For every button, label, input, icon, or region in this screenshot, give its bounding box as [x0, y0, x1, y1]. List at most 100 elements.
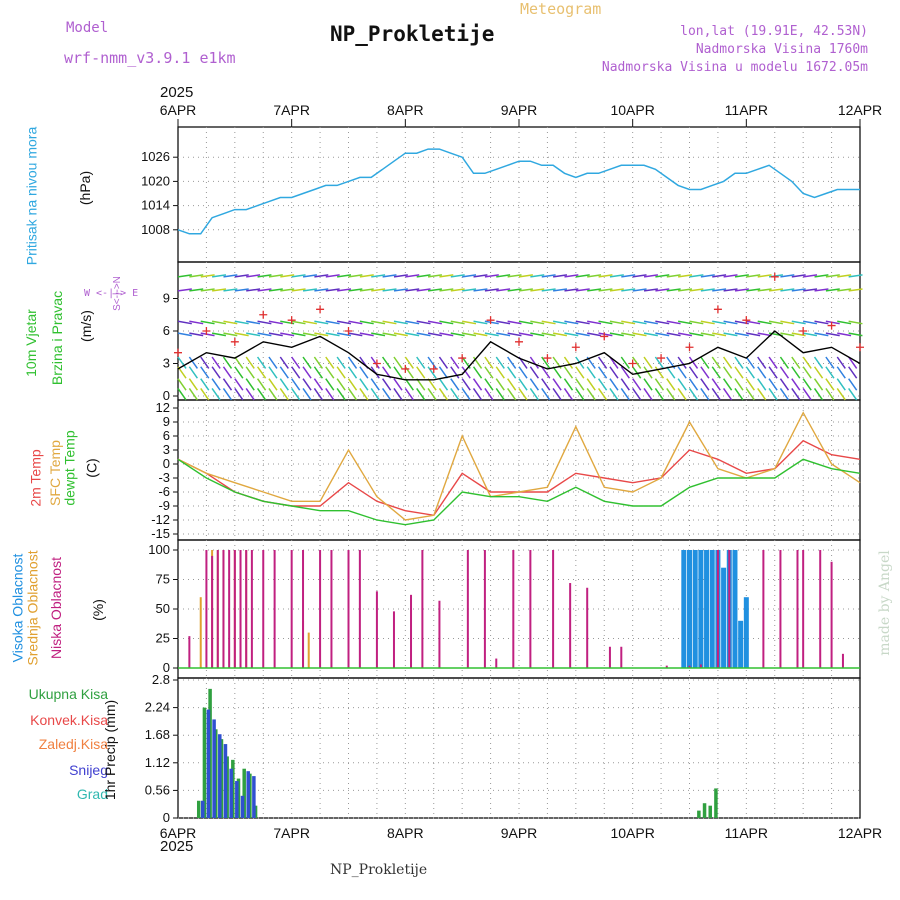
wind-barb [495, 387, 505, 401]
wind-barb [746, 332, 761, 337]
wind-barb [791, 288, 806, 292]
precip-bar [708, 805, 712, 818]
cloud-bar [375, 591, 378, 668]
wind-barb [313, 378, 324, 391]
cloud-bar [211, 555, 214, 668]
wind-barb [438, 387, 449, 401]
wind-barb [370, 356, 380, 369]
wind-barb [348, 320, 363, 325]
wind-barb [722, 366, 733, 379]
cloud-bar [529, 550, 532, 668]
wind-barb [188, 378, 199, 391]
cloud-bar [704, 550, 710, 668]
wind-barb [825, 387, 835, 401]
wind-barb [620, 366, 630, 379]
wind-barb [223, 320, 238, 325]
wind-barb [700, 378, 710, 391]
wind-barb [768, 288, 784, 292]
cloud-bar [273, 550, 276, 668]
wind-barb [438, 366, 449, 379]
wind-barb [450, 387, 460, 401]
wind-barb [530, 274, 545, 278]
wind-barb [427, 332, 442, 337]
wind-barb [472, 378, 483, 391]
cloud-bar [688, 665, 691, 668]
wind-barb [564, 320, 579, 325]
wind-barb [654, 378, 665, 391]
wind-barb [848, 366, 858, 379]
wind-barb [393, 366, 403, 379]
wind-barb [189, 274, 204, 278]
wind-barb [757, 387, 767, 401]
wind-barb [620, 387, 630, 401]
wind-barb [177, 274, 192, 278]
wind-barb [256, 378, 267, 391]
cloud-ytick-label: 75 [156, 572, 170, 587]
wind-barb [632, 378, 642, 391]
wind-barb [541, 332, 556, 337]
wind-barb [723, 288, 738, 292]
wind-barb [416, 332, 431, 337]
wind-barb [177, 320, 192, 325]
wind-barb [688, 356, 699, 369]
cloud-bar [319, 550, 322, 668]
wind-barb [223, 332, 238, 337]
wind-barb [302, 387, 312, 401]
wind-barb [541, 387, 551, 401]
wind-barb [768, 320, 783, 325]
wind-barb [495, 378, 505, 391]
wind-barb [393, 274, 408, 278]
wind-barb [575, 378, 585, 391]
wind-barb [621, 332, 636, 337]
wind-barb [496, 332, 511, 337]
wind-barb [837, 288, 852, 292]
wind-barb [813, 366, 824, 379]
wind-barb [313, 366, 324, 379]
wind-gust-marker [515, 337, 523, 346]
model-name: wrf-nmm_v3.9.1 e1km [64, 49, 236, 67]
wind-barb [370, 378, 380, 391]
wind-barb [280, 332, 295, 337]
wind-barb [507, 366, 517, 379]
wind-barb [643, 387, 653, 401]
cloud-bar [330, 550, 333, 668]
cloud-bar [841, 653, 844, 668]
cloud-bar [743, 597, 749, 668]
cloud-bar [699, 664, 702, 668]
precip-ytick-label: 0.56 [145, 782, 170, 797]
wind-barb [291, 366, 301, 379]
wind-barb [598, 320, 613, 325]
wind-barb [450, 356, 460, 369]
wind-barb [472, 387, 483, 401]
wind-barb [416, 320, 431, 325]
wind-barb [450, 274, 465, 278]
wind-barb [222, 366, 233, 379]
wind-barb [734, 274, 749, 278]
precip-ytick-label: 1.68 [145, 727, 170, 742]
precip-ytick-label: 2.8 [152, 672, 170, 687]
cloud-bar [698, 550, 704, 668]
wind-barb [552, 366, 562, 379]
wind-barb [439, 320, 454, 325]
wind-barb [780, 320, 795, 325]
wind-barb [848, 356, 858, 369]
cloud-bar [721, 567, 727, 668]
wind-barb [200, 387, 210, 401]
wind-barb [757, 366, 767, 379]
wind-barb [302, 274, 318, 278]
wind-barb [381, 356, 392, 369]
wind-barb [347, 378, 358, 391]
wind-barb [848, 288, 863, 292]
wind-barb [496, 288, 511, 292]
wind-barb [246, 332, 261, 337]
wind-barb [393, 332, 408, 337]
wind-barb [666, 366, 676, 379]
wind-barb [632, 320, 647, 325]
wind-barb [473, 288, 488, 292]
wind-barb [712, 332, 727, 337]
cloud-bar [681, 550, 687, 668]
wind-barb [268, 332, 283, 337]
wind-barb [416, 387, 426, 401]
precip-bar [252, 776, 256, 818]
wind-barb [313, 356, 324, 369]
